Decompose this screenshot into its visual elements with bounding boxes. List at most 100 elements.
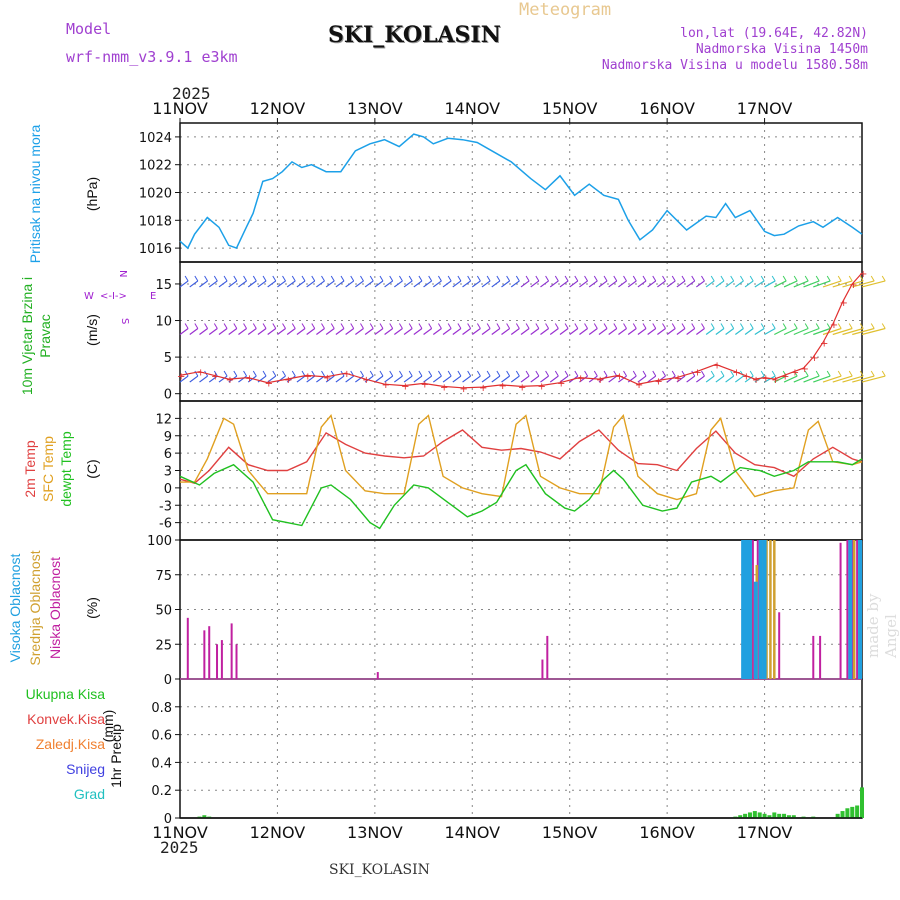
wind-barb-flag — [418, 275, 423, 282]
y-tick-label: -6 — [159, 517, 172, 532]
cloud-bar — [741, 540, 746, 679]
wind-barb — [627, 280, 637, 288]
x-tick-label-top: 16NOV — [639, 99, 695, 118]
precip-bar — [747, 812, 752, 818]
x-tick-label-bottom: 16NOV — [639, 823, 695, 842]
wind-barb — [491, 375, 501, 383]
wind-speed-marker: + — [576, 374, 584, 385]
wind-barb-flag — [870, 370, 875, 377]
wind-barb — [618, 280, 627, 288]
precip-bar — [782, 813, 787, 818]
wind-speed-marker: + — [245, 374, 253, 385]
wind-barb-flag — [574, 275, 579, 282]
wind-barb — [218, 375, 228, 383]
wind-barb — [510, 280, 520, 288]
wind-barb-flag — [671, 275, 676, 282]
wind-barb-flag — [793, 323, 798, 329]
precip-bar — [767, 815, 772, 818]
wind-barb — [384, 375, 394, 383]
wind-speed-marker: + — [635, 380, 643, 391]
wind-barb — [822, 280, 842, 288]
x-tick-label-top: 17NOV — [737, 99, 793, 118]
wind-barb — [199, 328, 208, 335]
wind-speed-marker: + — [226, 375, 234, 386]
wind-barb-flag — [859, 370, 864, 377]
wind-barb-flag — [428, 370, 433, 377]
wind-barb — [764, 375, 776, 383]
wind-barb-flag — [593, 275, 598, 282]
wind-barb — [501, 280, 510, 288]
wind-barb — [374, 280, 384, 288]
y-tick-label: 0 — [164, 673, 172, 688]
wind-barb — [325, 375, 335, 383]
wind-barb — [744, 280, 754, 288]
wind-barb — [754, 280, 765, 288]
wind-barb — [520, 328, 530, 335]
wind-barb-flag — [369, 275, 374, 282]
wind-barb — [774, 375, 787, 383]
wind-barb-flag — [262, 323, 267, 329]
wind-speed-line — [179, 272, 863, 389]
wind-barb-flag — [691, 275, 696, 282]
wind-barb-flag — [720, 275, 725, 282]
wind-barb — [549, 375, 559, 383]
wind-barb — [598, 280, 608, 288]
y-tick-label: 1016 — [139, 242, 172, 257]
y-tick-label: 1022 — [139, 159, 172, 174]
y-tick-label: 9 — [164, 430, 172, 445]
wind-barb — [471, 328, 481, 335]
x-tick-label-top: 11NOV — [152, 99, 208, 118]
wind-barb-flag — [408, 370, 413, 377]
wind-barb-flag — [437, 323, 442, 329]
wind-barb-flag — [584, 323, 588, 329]
x-tick-label-bottom: 13NOV — [347, 823, 403, 842]
wind-barb — [579, 280, 588, 288]
wind-barb-flag — [545, 275, 550, 282]
wind-barb — [384, 280, 394, 288]
wind-barb-flag — [457, 275, 462, 282]
wind-barb-flag — [496, 275, 501, 282]
wind-barb — [813, 375, 831, 383]
model-elevation-label: Nadmorska Visina u modelu 1580.58m — [601, 58, 868, 73]
lonlat-label: lon,lat (19.64E, 42.82N) — [680, 26, 868, 41]
cloud-bar — [769, 540, 772, 679]
wind-barb-flag — [652, 323, 657, 329]
cloud-bar — [753, 581, 758, 679]
wind-barb-flag — [204, 323, 209, 329]
wind-barb — [549, 328, 559, 335]
precip-bar — [855, 805, 860, 818]
wind-barb — [238, 328, 247, 335]
wind-barb — [569, 328, 579, 335]
wind-speed-marker: + — [440, 382, 448, 393]
wind-barb-flag — [623, 275, 627, 282]
wind-barb — [647, 328, 657, 335]
wind-barb-flag — [710, 370, 715, 377]
wind-barb — [530, 280, 540, 288]
wind-speed-marker: + — [196, 368, 204, 379]
precip-bar — [786, 815, 791, 818]
wind-barb-flag — [379, 370, 384, 377]
wind-barb-flag — [837, 275, 842, 282]
wind-barb — [364, 375, 374, 383]
wind-barb — [832, 375, 853, 383]
wind-barb-flag — [515, 275, 520, 282]
wind-barb — [734, 328, 744, 335]
wind-barb-flag — [859, 323, 864, 329]
wind-barb-flag — [311, 275, 316, 282]
wind-barb-flag — [671, 323, 676, 329]
wind-barb-flag — [252, 370, 257, 377]
wind-barb-flag — [418, 323, 423, 329]
wind-barb — [462, 375, 471, 383]
wind-barb — [501, 328, 510, 335]
wind-barb-flag — [826, 275, 831, 282]
wind-barb-flag — [632, 275, 637, 282]
wind-barb — [803, 375, 820, 383]
wind-speed-marker: + — [518, 382, 526, 393]
cloud-bar — [230, 623, 233, 679]
wind-speed-marker: + — [840, 298, 848, 309]
wind-barb-flag — [291, 275, 296, 282]
wind-barb-flag — [554, 323, 559, 329]
wind-barb-flag — [881, 323, 886, 329]
wind-barb-flag — [632, 370, 637, 377]
wind-barb-flag — [506, 275, 511, 282]
